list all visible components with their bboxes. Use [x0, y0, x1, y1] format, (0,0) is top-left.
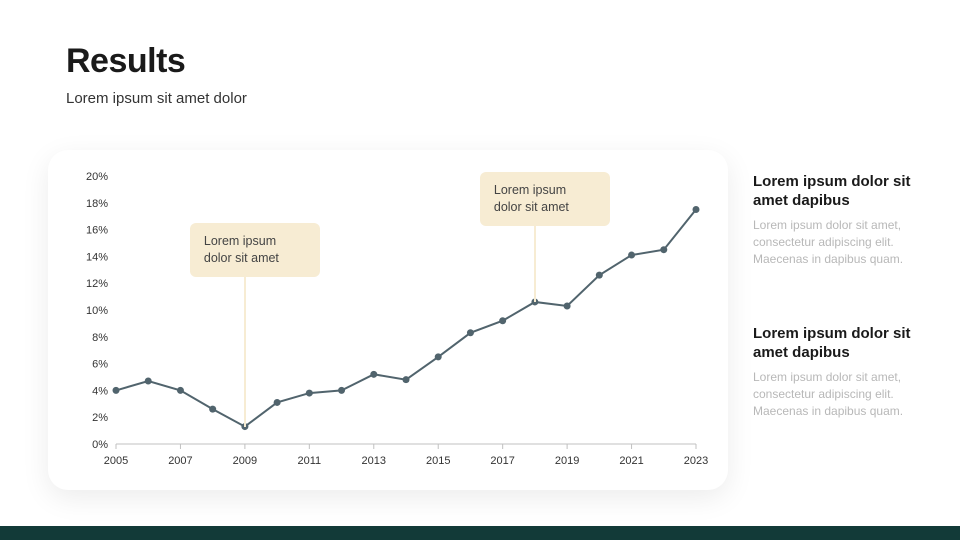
svg-text:12%: 12% — [86, 278, 108, 290]
chart-callout-1-text: Lorem ipsum dolor sit amet — [494, 183, 569, 214]
svg-text:14%: 14% — [86, 251, 108, 263]
svg-text:2013: 2013 — [362, 455, 386, 467]
svg-text:6%: 6% — [92, 359, 108, 371]
chart-callout-0-stem — [244, 273, 246, 427]
svg-text:2%: 2% — [92, 412, 108, 424]
svg-text:20%: 20% — [86, 171, 108, 183]
line-chart: 0% 2% 4% 6% 8% 10% 12% 14% 16% 18% 20% 2005 2007 2009… — [70, 168, 710, 478]
page-subtitle: Lorem ipsum sit amet dolor — [66, 90, 247, 107]
chart-callout-1-stem — [534, 222, 536, 302]
side-block-0-heading: Lorem ipsum dolor sit amet dapibus — [753, 173, 928, 211]
svg-text:18%: 18% — [86, 198, 108, 210]
svg-text:4%: 4% — [92, 385, 108, 397]
footer-accent-bar — [0, 526, 960, 540]
side-block-1: Lorem ipsum dolor sit amet dapibus Lorem… — [753, 325, 928, 421]
svg-text:8%: 8% — [92, 332, 108, 344]
svg-text:2019: 2019 — [555, 455, 579, 467]
svg-text:2007: 2007 — [168, 455, 192, 467]
page-title: Results — [66, 42, 185, 81]
chart-card: 0% 2% 4% 6% 8% 10% 12% 14% 16% 18% 20% 2005 2007 2009… — [48, 150, 728, 490]
svg-text:0%: 0% — [92, 439, 108, 451]
side-block-0: Lorem ipsum dolor sit amet dapibus Lorem… — [753, 173, 928, 269]
chart-callout-0-text: Lorem ipsum dolor sit amet — [204, 234, 279, 265]
chart-callout-0: Lorem ipsum dolor sit amet — [190, 223, 320, 277]
svg-text:10%: 10% — [86, 305, 108, 317]
side-block-0-body: Lorem ipsum dolor sit amet, consectetur … — [753, 217, 928, 269]
side-block-1-heading: Lorem ipsum dolor sit amet dapibus — [753, 325, 928, 363]
svg-text:2017: 2017 — [490, 455, 514, 467]
svg-text:2015: 2015 — [426, 455, 450, 467]
chart-callout-1: Lorem ipsum dolor sit amet — [480, 172, 610, 226]
svg-text:2011: 2011 — [298, 455, 322, 467]
svg-text:2005: 2005 — [104, 455, 128, 467]
svg-text:16%: 16% — [86, 225, 108, 237]
side-block-1-body: Lorem ipsum dolor sit amet, consectetur … — [753, 369, 928, 421]
svg-text:2023: 2023 — [684, 455, 708, 467]
svg-text:2009: 2009 — [233, 455, 257, 467]
svg-text:2021: 2021 — [619, 455, 643, 467]
